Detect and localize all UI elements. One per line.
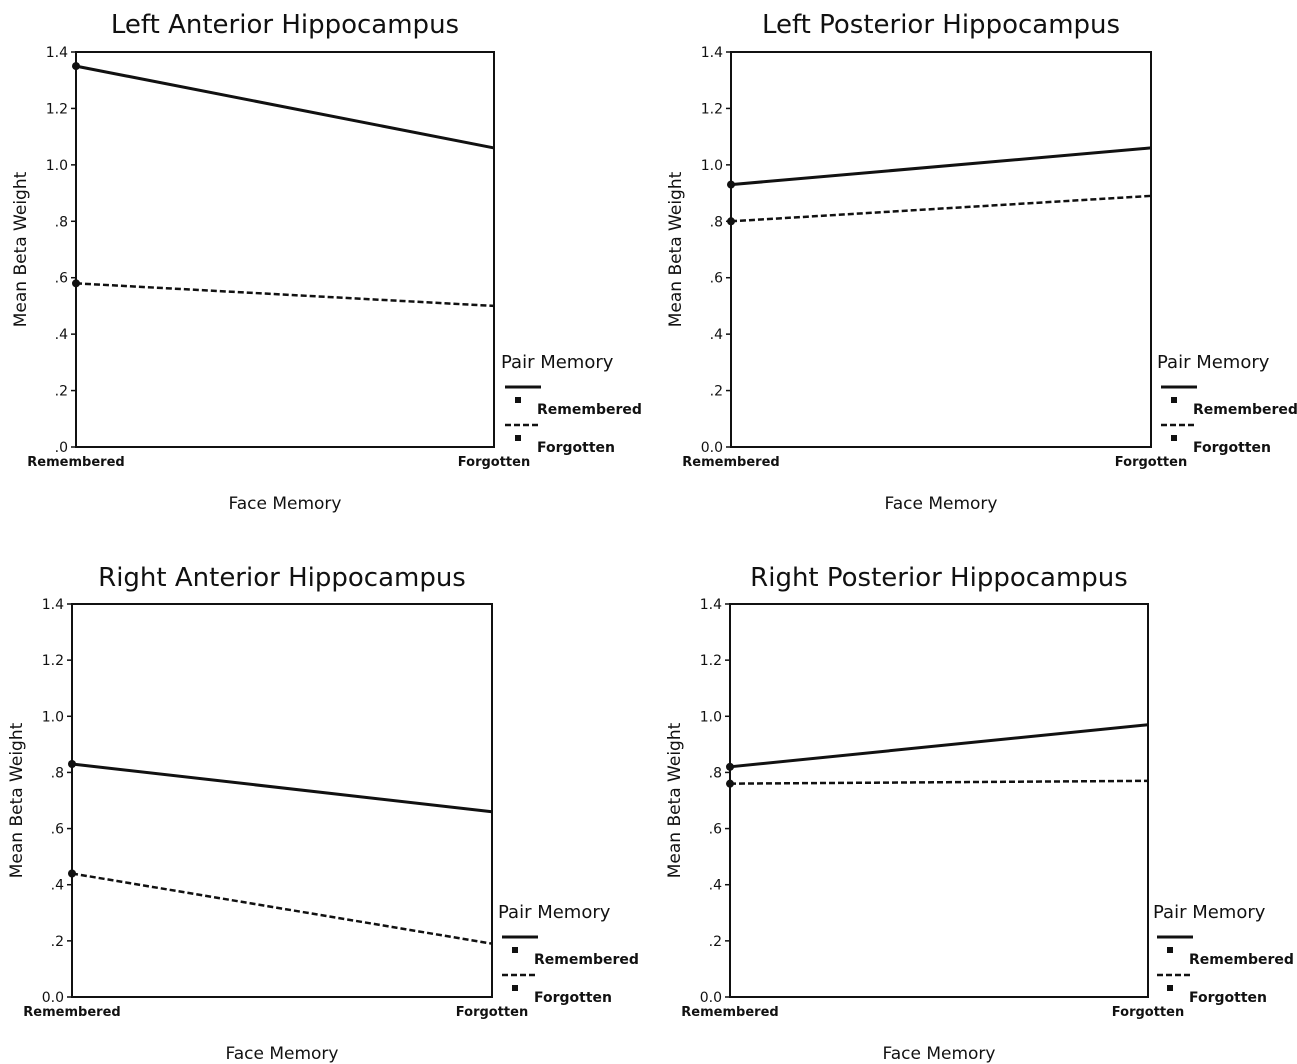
x-tick-label: Remembered bbox=[23, 1005, 120, 1020]
y-tick-label: .6 bbox=[710, 271, 723, 287]
y-axis-label: Mean Beta Weight bbox=[666, 171, 686, 327]
y-tick-label: 1.2 bbox=[700, 653, 722, 669]
y-tick-label: .4 bbox=[710, 327, 723, 343]
y-tick-label: .4 bbox=[55, 327, 68, 343]
legend-marker-swatch bbox=[1167, 947, 1173, 953]
y-tick-label: 1.0 bbox=[46, 158, 68, 174]
plot-frame bbox=[75, 51, 495, 448]
y-tick-label: .2 bbox=[55, 384, 68, 400]
y-tick-label: .0 bbox=[55, 440, 68, 456]
data-point bbox=[726, 762, 734, 771]
y-tick-label: 1.4 bbox=[46, 45, 68, 61]
legend-marker-swatch bbox=[512, 985, 518, 991]
y-tick-label: .8 bbox=[51, 765, 64, 781]
legend-marker-swatch bbox=[515, 397, 521, 403]
y-tick-label: .4 bbox=[709, 878, 722, 894]
y-tick-label: 1.4 bbox=[42, 597, 64, 613]
x-axis-label: Face Memory bbox=[229, 494, 342, 514]
legend-item-label: Forgotten bbox=[1193, 440, 1271, 456]
y-tick-label: .6 bbox=[709, 822, 722, 838]
plot-frame bbox=[730, 51, 1152, 448]
y-tick-label: .2 bbox=[710, 384, 723, 400]
data-point bbox=[68, 760, 76, 769]
x-axis-label: Face Memory bbox=[885, 494, 998, 514]
x-tick-label: Remembered bbox=[681, 1005, 778, 1020]
chart-panel-4: Right Posterior Hippocampus 0.0 .2 .4 .6 .8 1.… bbox=[665, 563, 1294, 1064]
chart-title: Right Anterior Hippocampus bbox=[98, 563, 466, 593]
x-tick-label: Remembered bbox=[27, 455, 124, 470]
data-point bbox=[727, 217, 735, 226]
chart-panel-1: Left Anterior Hippocampus .0 .2 .4 .6 .8 1.0 1.… bbox=[11, 10, 642, 514]
y-tick-label: .2 bbox=[709, 934, 722, 950]
series-line-forgotten bbox=[75, 282, 495, 308]
data-point bbox=[727, 180, 735, 189]
data-point bbox=[726, 779, 734, 788]
y-tick-label: 1.4 bbox=[700, 597, 722, 613]
data-point bbox=[72, 279, 80, 288]
y-axis-label: Mean Beta Weight bbox=[11, 171, 31, 327]
series-line-remembered bbox=[71, 762, 493, 814]
y-tick-label: 1.2 bbox=[701, 101, 723, 117]
y-tick-label: .4 bbox=[51, 878, 64, 894]
legend-item-label: Remembered bbox=[534, 952, 639, 968]
y-tick-label: .8 bbox=[709, 765, 722, 781]
y-tick-label: 1.4 bbox=[701, 45, 723, 61]
y-tick-label: 1.0 bbox=[701, 158, 723, 174]
legend-title: Pair Memory bbox=[1157, 352, 1270, 373]
y-tick-label: .6 bbox=[55, 271, 68, 287]
legend-marker-swatch bbox=[512, 947, 518, 953]
chart-title: Right Posterior Hippocampus bbox=[750, 563, 1128, 593]
x-axis-label: Face Memory bbox=[226, 1044, 339, 1064]
series-line-forgotten bbox=[71, 872, 493, 945]
y-tick-label: 0.0 bbox=[42, 990, 64, 1006]
series-line-forgotten bbox=[729, 779, 1149, 785]
y-tick-label: .2 bbox=[51, 934, 64, 950]
legend-item-label: Forgotten bbox=[534, 990, 612, 1006]
legend-title: Pair Memory bbox=[1153, 902, 1266, 923]
legend-marker-swatch bbox=[1171, 435, 1177, 441]
plot-frame bbox=[71, 603, 493, 998]
series-line-remembered bbox=[729, 723, 1149, 769]
y-tick-label: 1.0 bbox=[700, 709, 722, 725]
series-line-remembered bbox=[730, 146, 1152, 187]
y-tick-label: 1.2 bbox=[42, 653, 64, 669]
y-axis-label: Mean Beta Weight bbox=[665, 722, 685, 878]
chart-panel-3: Right Anterior Hippocampus 0.0 .2 .4 .6 .8 1.0… bbox=[7, 563, 639, 1064]
legend-item-label: Remembered bbox=[1189, 952, 1294, 968]
y-tick-label: 0.0 bbox=[700, 990, 722, 1006]
y-axis-label: Mean Beta Weight bbox=[7, 722, 27, 878]
legend-item-label: Remembered bbox=[537, 402, 642, 418]
legend-item-label: Forgotten bbox=[537, 440, 615, 456]
legend-marker-swatch bbox=[1171, 397, 1177, 403]
legend-title: Pair Memory bbox=[498, 902, 611, 923]
data-point bbox=[68, 869, 76, 878]
legend-title: Pair Memory bbox=[501, 352, 614, 373]
legend-marker-swatch bbox=[1167, 985, 1173, 991]
legend-item-label: Remembered bbox=[1193, 402, 1297, 418]
data-point bbox=[72, 62, 80, 71]
y-tick-label: 0.0 bbox=[701, 440, 723, 456]
y-tick-label: 1.0 bbox=[42, 709, 64, 725]
y-tick-label: 1.2 bbox=[46, 101, 68, 117]
plot-frame bbox=[729, 603, 1149, 998]
y-tick-label: .6 bbox=[51, 822, 64, 838]
series-line-remembered bbox=[75, 64, 495, 150]
y-tick-label: .8 bbox=[710, 214, 723, 230]
x-tick-label: Forgotten bbox=[458, 455, 530, 470]
series-line-forgotten bbox=[730, 194, 1152, 223]
y-tick-label: .8 bbox=[55, 214, 68, 230]
x-tick-label: Forgotten bbox=[1112, 1005, 1184, 1020]
x-axis-label: Face Memory bbox=[883, 1044, 996, 1064]
chart-title: Left Posterior Hippocampus bbox=[762, 10, 1120, 40]
x-tick-label: Remembered bbox=[682, 455, 779, 470]
legend-item-label: Forgotten bbox=[1189, 990, 1267, 1006]
legend-marker-swatch bbox=[515, 435, 521, 441]
x-tick-label: Forgotten bbox=[456, 1005, 528, 1020]
x-tick-label: Forgotten bbox=[1115, 455, 1187, 470]
chart-panel-2: Left Posterior Hippocampus 0.0 .2 .4 .6 .8 1.0… bbox=[666, 10, 1297, 514]
chart-title: Left Anterior Hippocampus bbox=[111, 10, 459, 40]
